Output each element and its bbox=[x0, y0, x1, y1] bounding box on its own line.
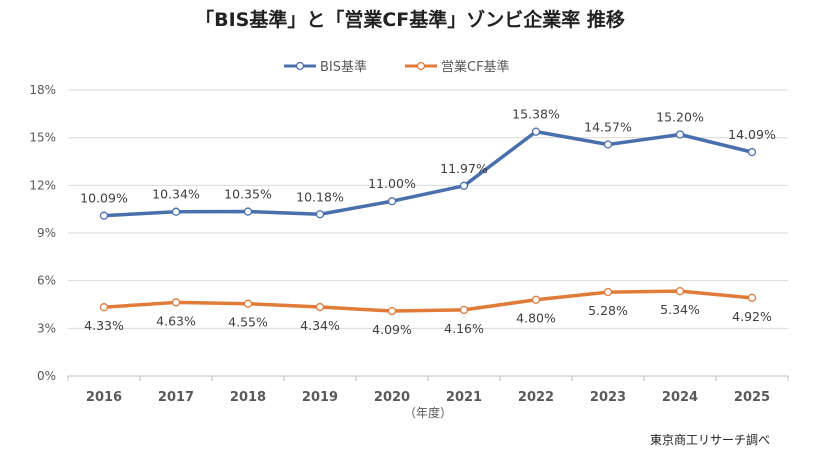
y-tick-label: 15% bbox=[29, 131, 56, 145]
x-tick-label: 2017 bbox=[158, 390, 194, 405]
data-label: 15.20% bbox=[656, 109, 704, 124]
legend-item: 営業CF基準 bbox=[405, 59, 510, 75]
data-point bbox=[243, 207, 253, 216]
data-label: 5.28% bbox=[588, 303, 628, 318]
data-label: 10.09% bbox=[80, 191, 128, 206]
data-label: 4.16% bbox=[444, 321, 484, 336]
data-label: 4.09% bbox=[372, 322, 412, 337]
legend-swatch-marker bbox=[295, 61, 305, 71]
data-point bbox=[243, 299, 253, 308]
data-point bbox=[315, 210, 325, 219]
source-note: 東京商工リサーチ調べ bbox=[650, 432, 770, 447]
data-label: 4.33% bbox=[84, 318, 124, 333]
series-line bbox=[102, 129, 754, 218]
data-label: 14.57% bbox=[584, 119, 632, 134]
data-point bbox=[99, 211, 109, 220]
series-bis: 10.09% 10.34% 10.35% 10.18% 11.00% 11.97% 15.3… bbox=[80, 107, 776, 220]
data-label: 10.18% bbox=[296, 189, 344, 204]
data-label: 10.34% bbox=[152, 187, 200, 202]
x-tick-label: 2018 bbox=[230, 390, 266, 405]
x-tick-label: 2023 bbox=[590, 390, 626, 405]
data-label: 14.09% bbox=[728, 127, 776, 142]
y-tick-label: 9% bbox=[37, 226, 56, 240]
x-tick-label: 2022 bbox=[518, 390, 554, 405]
data-point bbox=[387, 197, 397, 206]
series-group: 10.09% 10.34% 10.35% 10.18% 11.00% 11.97% 15.3… bbox=[80, 107, 776, 337]
y-axis-ticks: 0% 3% 6% 9% 12% 15% 18% bbox=[29, 83, 56, 383]
data-point bbox=[531, 127, 541, 136]
series-line bbox=[102, 289, 754, 313]
gridlines bbox=[68, 89, 788, 377]
data-point bbox=[675, 287, 685, 296]
x-tick-label: 2019 bbox=[302, 390, 338, 405]
y-tick-label: 18% bbox=[29, 83, 56, 97]
legend-item: BIS基準 bbox=[284, 59, 367, 75]
data-point bbox=[747, 293, 757, 302]
data-label: 5.34% bbox=[660, 302, 700, 317]
x-tick-label: 2025 bbox=[734, 390, 770, 405]
data-point bbox=[531, 295, 541, 304]
data-point bbox=[387, 306, 397, 316]
data-label: 11.97% bbox=[440, 161, 488, 176]
data-label: 4.63% bbox=[156, 313, 196, 328]
legend-swatch-marker bbox=[416, 61, 426, 71]
y-tick-label: 6% bbox=[37, 274, 56, 288]
y-tick-label: 0% bbox=[37, 369, 56, 383]
data-label: 4.34% bbox=[300, 318, 340, 333]
data-point bbox=[603, 140, 613, 149]
legend-label: BIS基準 bbox=[320, 59, 367, 75]
y-tick-label: 3% bbox=[37, 321, 56, 335]
x-tick-label: 2024 bbox=[662, 390, 698, 405]
data-point bbox=[171, 298, 181, 307]
data-label: 11.00% bbox=[368, 176, 416, 191]
data-point bbox=[459, 181, 469, 190]
data-point bbox=[171, 207, 181, 216]
x-tick-label: 2016 bbox=[86, 390, 122, 405]
x-axis: 2016 2017 2018 2019 2020 2021 2022 2023 2024 2025 bbox=[67, 376, 789, 405]
data-label: 10.35% bbox=[224, 187, 272, 202]
legend-label: 営業CF基準 bbox=[441, 59, 510, 75]
x-axis-label: （年度） bbox=[404, 405, 452, 420]
data-label: 15.38% bbox=[512, 107, 560, 122]
y-tick-label: 12% bbox=[29, 178, 56, 192]
data-point bbox=[99, 303, 109, 312]
data-point bbox=[603, 287, 613, 297]
data-point bbox=[315, 302, 325, 312]
data-label: 4.92% bbox=[732, 309, 772, 324]
legend: BIS基準 営業CF基準 bbox=[284, 59, 510, 75]
data-point bbox=[675, 130, 685, 139]
data-label: 4.80% bbox=[516, 311, 556, 326]
data-label: 4.55% bbox=[228, 315, 268, 330]
data-point bbox=[747, 147, 757, 157]
x-tick-label: 2021 bbox=[446, 390, 482, 405]
series-operating-cf: 4.33% 4.63% 4.55% 4.34% 4.09% 4.16% 4.80% 5.28%… bbox=[84, 287, 772, 337]
chart-title: 「BIS基準」と「営業CF基準」ゾンビ企業率 推移 bbox=[195, 8, 625, 31]
x-tick-label: 2020 bbox=[374, 390, 410, 405]
data-point bbox=[459, 305, 469, 315]
